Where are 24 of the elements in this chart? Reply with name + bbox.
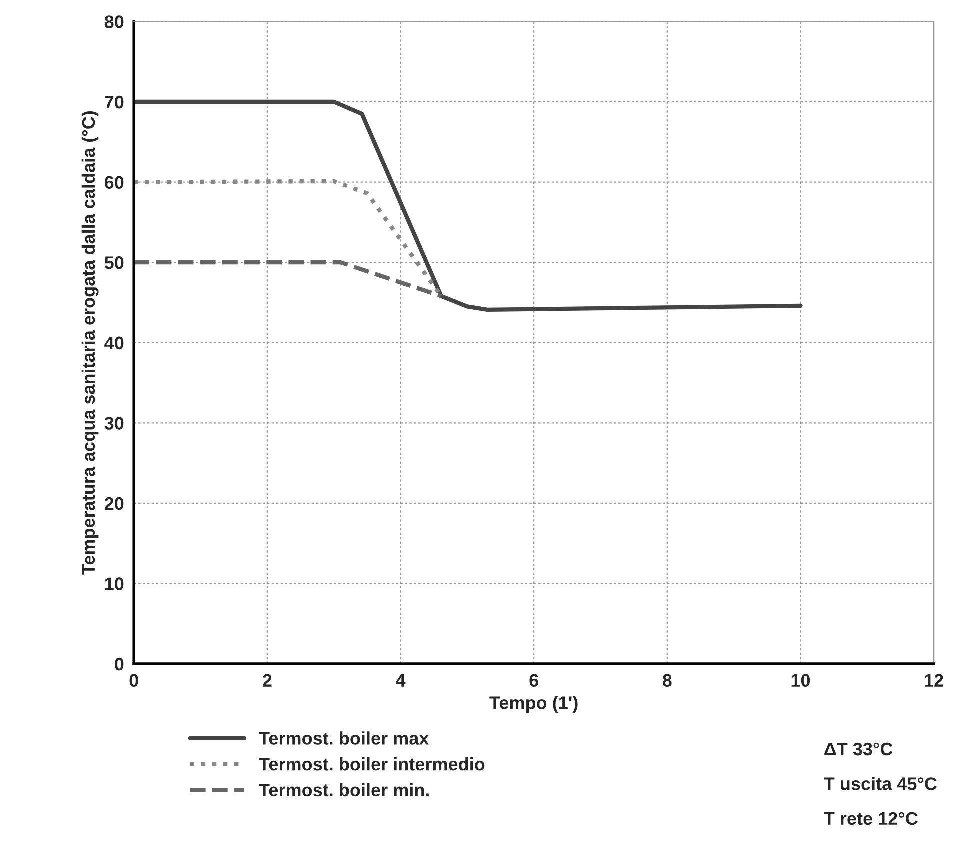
x-axis-title: Tempo (1') (490, 696, 578, 713)
y-tick-label: 50 (104, 256, 124, 270)
x-tick-label: 6 (530, 674, 538, 688)
y-tick-label: 70 (105, 96, 124, 109)
y-axis-title: Temperatura acqua sanitaria erogata dalla caldaia (°C) (82, 112, 99, 575)
y-tick-label: 10 (105, 578, 124, 590)
y-tick-label: 30 (104, 417, 124, 430)
y-tick-label: 40 (104, 336, 124, 350)
legend-label: Termost. boiler max (259, 732, 430, 745)
text: T rete 12°C (824, 812, 918, 826)
text: ΔT 33°C (824, 742, 893, 756)
x-tick-label: 4 (396, 674, 406, 687)
y-tick-label: 0 (115, 658, 124, 671)
x-tick-label: 8 (662, 674, 672, 688)
y-tick-label: 20 (104, 497, 124, 510)
y-tick-label: 80 (104, 16, 124, 28)
legend-label: Termost. boiler intermedio (259, 758, 485, 771)
x-tick-label: 10 (792, 674, 810, 688)
x-tick-label: 2 (263, 674, 272, 687)
y-tick-label: 60 (104, 176, 124, 189)
x-tick-label: 12 (925, 674, 944, 687)
legend-label: Termost. boiler min. (259, 783, 429, 797)
x-tick-label: 0 (130, 674, 138, 688)
text: T uscita 45°C (824, 777, 937, 790)
